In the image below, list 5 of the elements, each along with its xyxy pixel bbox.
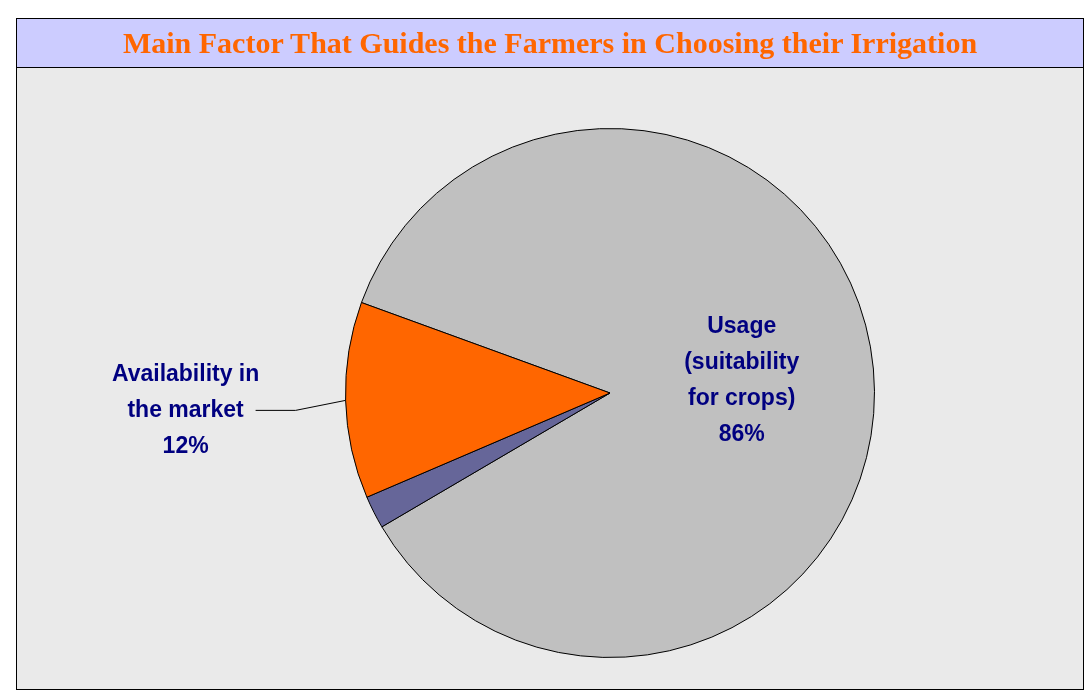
data-label: 12% (162, 431, 209, 458)
slice-label: Availability in the market (111, 359, 260, 422)
data-label: 86% (718, 420, 765, 447)
chart-title: Main Factor That Guides the Farmers in Choosing their Irrigation (17, 19, 1083, 68)
slice-label: Usage (suitability for crops) (684, 312, 800, 411)
